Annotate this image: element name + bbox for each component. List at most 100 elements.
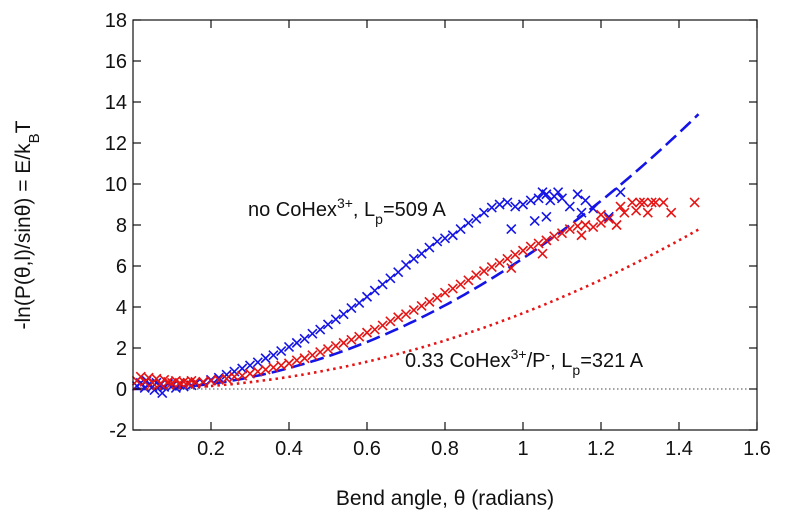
data-point	[346, 302, 357, 314]
data-point	[157, 388, 168, 399]
data-point	[447, 230, 458, 241]
data-point	[463, 275, 474, 286]
data-point	[291, 337, 302, 348]
data-point	[572, 189, 583, 200]
data-point	[291, 355, 302, 366]
data-point	[361, 291, 373, 302]
y-tick-label: 4	[116, 297, 127, 319]
data-point	[478, 266, 490, 277]
data-point	[549, 231, 560, 242]
data-point	[400, 259, 412, 271]
x-tick-label: 0.6	[353, 438, 381, 460]
data-point	[447, 283, 458, 294]
data-point	[525, 195, 536, 206]
data-point	[537, 248, 548, 259]
y-tick-label: -2	[109, 420, 127, 442]
data-point	[595, 209, 607, 220]
x-tick-label: 1.6	[743, 438, 771, 460]
data-point	[260, 364, 271, 375]
data-point	[556, 228, 568, 239]
y-axis-title-subscript: B	[26, 133, 43, 143]
data-point	[502, 197, 513, 208]
data-point	[283, 341, 295, 353]
y-axis-title: -ln(P(θ,l)/sinθ) = E/kBT	[12, 120, 43, 329]
y-tick-label: 12	[105, 133, 127, 155]
data-point	[315, 347, 326, 358]
y-tick-label: 0	[116, 379, 127, 401]
data-point	[244, 360, 256, 371]
x-tick-label: 1.2	[587, 438, 615, 460]
annotation-033-cohex: 0.33 CoHex3+/P-, Lp=321 A	[405, 346, 644, 378]
data-point	[510, 249, 521, 260]
data-point	[517, 245, 529, 256]
data-point	[478, 207, 490, 218]
data-point	[244, 368, 256, 379]
data-point	[369, 324, 380, 335]
data-point	[564, 201, 575, 212]
data-point	[424, 242, 435, 253]
data-point	[221, 373, 232, 384]
data-point	[506, 224, 517, 235]
data-point	[315, 324, 326, 335]
data-point	[541, 189, 552, 200]
data-point	[529, 215, 540, 226]
x-axis-title: Bend angle, θ (radians)	[336, 487, 554, 510]
data-point	[556, 193, 568, 204]
data-point	[642, 207, 653, 218]
data-point	[338, 309, 349, 320]
data-point	[580, 195, 591, 206]
data-point	[486, 202, 497, 213]
anno-red-superscript-2: -	[546, 346, 551, 362]
x-tick-label: 1.4	[665, 438, 693, 460]
data-point	[638, 197, 649, 208]
chart-marks	[131, 113, 700, 399]
data-point	[603, 211, 614, 222]
anno-red-subscript: p	[572, 362, 580, 378]
data-point	[439, 287, 451, 298]
data-point	[553, 187, 564, 198]
data-point	[221, 369, 232, 380]
series-0-fit-line	[133, 113, 700, 391]
data-point	[646, 197, 657, 208]
data-point	[631, 205, 642, 216]
anno-blue-part-4: =509 A	[383, 199, 447, 221]
x-tick-label: 1	[517, 438, 528, 460]
data-point	[517, 199, 529, 210]
data-point	[471, 213, 482, 224]
data-point	[603, 213, 614, 224]
data-point	[580, 219, 591, 231]
data-point	[276, 360, 287, 371]
x-tick-label: 0.4	[275, 438, 303, 460]
x-tick-label: 0.8	[431, 438, 459, 460]
series-1-fit-line	[133, 228, 700, 391]
annotation-no-cohex: no CoHex3+, Lp=509 A	[248, 195, 446, 227]
anno-blue-part-0: no CoHex	[248, 199, 337, 221]
data-point	[439, 233, 451, 244]
data-point	[416, 248, 427, 259]
data-point	[361, 327, 373, 338]
anno-blue-subscript: p	[375, 211, 383, 227]
data-point	[486, 261, 497, 273]
data-point	[354, 297, 365, 308]
data-point	[502, 253, 513, 264]
data-point	[299, 353, 310, 364]
data-point	[595, 217, 607, 229]
data-point	[541, 235, 552, 246]
data-point	[377, 320, 388, 331]
x-tick-label: 0.2	[197, 438, 225, 460]
data-point	[506, 262, 517, 274]
data-point	[455, 224, 466, 235]
data-point	[533, 193, 544, 204]
data-point	[354, 331, 365, 342]
data-point	[432, 292, 443, 303]
data-point	[346, 334, 357, 345]
data-point	[615, 201, 626, 212]
data-point	[338, 337, 349, 348]
data-point	[541, 211, 552, 222]
data-point	[666, 207, 677, 218]
anno-red-part-2: /P	[527, 350, 546, 372]
y-axis-title-main: -ln(P(θ,l)/sinθ) = E/k	[12, 143, 35, 330]
anno-blue-part-2: , L	[353, 199, 375, 221]
data-point	[576, 207, 587, 218]
